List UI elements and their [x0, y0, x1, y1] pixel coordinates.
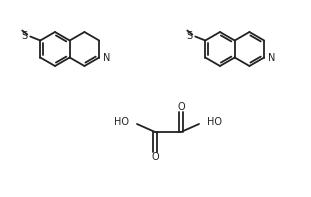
Text: HO: HO	[114, 117, 129, 127]
Text: N: N	[103, 52, 110, 62]
Text: S: S	[21, 31, 27, 41]
Text: HO: HO	[207, 117, 222, 127]
Text: O: O	[177, 102, 185, 112]
Text: N: N	[268, 52, 276, 62]
Text: S: S	[186, 31, 192, 41]
Text: O: O	[151, 152, 159, 162]
